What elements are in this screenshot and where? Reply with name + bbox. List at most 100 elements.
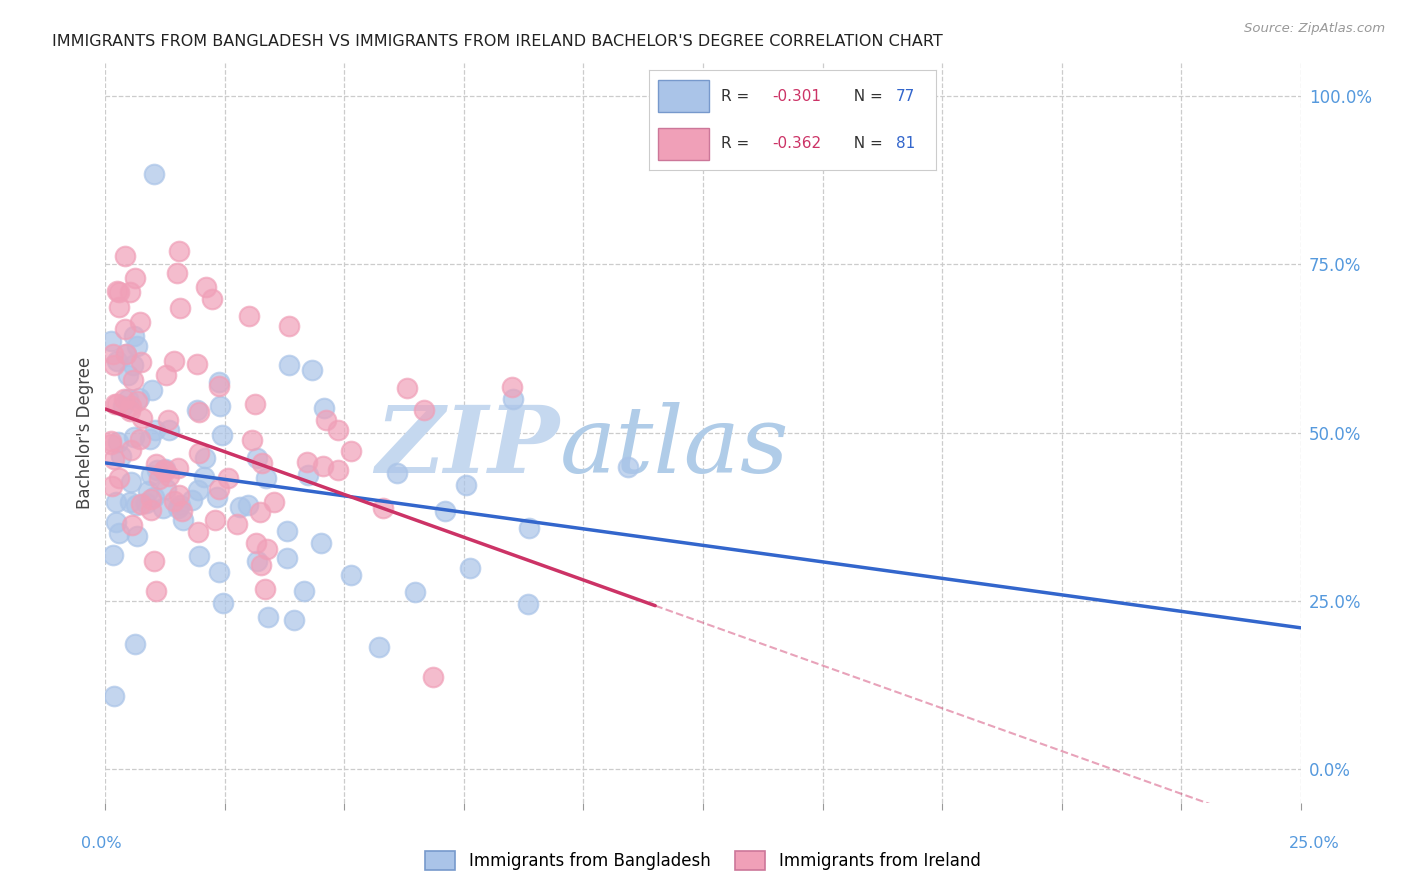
- Point: [301, 362, 323, 376]
- Y-axis label: Bachelor's Degree: Bachelor's Degree: [76, 357, 94, 508]
- Point: [195, 280, 218, 294]
- Point: [110, 449, 132, 463]
- Point: [276, 524, 298, 538]
- Point: [201, 292, 224, 306]
- Point: [256, 542, 278, 557]
- Point: [125, 498, 148, 512]
- Point: [141, 383, 163, 397]
- Point: [188, 549, 211, 564]
- Point: [153, 463, 176, 477]
- Point: [131, 411, 153, 425]
- Point: [129, 314, 152, 328]
- Point: [121, 517, 143, 532]
- Point: [254, 582, 277, 596]
- Point: [153, 464, 176, 478]
- Point: [145, 584, 167, 599]
- Point: [100, 479, 122, 493]
- Point: [136, 484, 159, 499]
- Point: [108, 525, 131, 540]
- Point: [138, 432, 160, 446]
- Point: [100, 334, 122, 348]
- Point: [166, 500, 188, 515]
- Point: [292, 583, 315, 598]
- Point: [124, 270, 146, 285]
- Point: [167, 488, 190, 502]
- Point: [153, 462, 176, 476]
- Text: 25.0%: 25.0%: [1289, 836, 1340, 851]
- Point: [188, 445, 211, 459]
- Point: [129, 355, 152, 369]
- Point: [167, 461, 190, 475]
- Point: [315, 413, 337, 427]
- Point: [111, 400, 134, 414]
- Point: [326, 423, 349, 437]
- Point: [128, 391, 150, 405]
- Point: [121, 359, 143, 373]
- Point: [187, 525, 209, 540]
- Point: [181, 493, 204, 508]
- Point: [103, 451, 125, 466]
- Point: [385, 466, 408, 480]
- Point: [157, 469, 180, 483]
- Point: [152, 500, 174, 515]
- Point: [238, 310, 260, 324]
- Point: [193, 470, 215, 484]
- Point: [277, 359, 299, 373]
- Point: [115, 347, 138, 361]
- Point: [103, 397, 125, 411]
- Point: [142, 554, 165, 568]
- Point: [145, 457, 167, 471]
- Point: [371, 501, 394, 516]
- Point: [250, 456, 273, 470]
- Point: [120, 400, 142, 414]
- Point: [105, 354, 128, 368]
- Point: [108, 285, 131, 300]
- Legend: Immigrants from Bangladesh, Immigrants from Ireland: Immigrants from Bangladesh, Immigrants f…: [419, 844, 987, 877]
- Point: [118, 403, 141, 417]
- Point: [125, 529, 148, 543]
- Point: [120, 475, 142, 489]
- Point: [276, 551, 298, 566]
- Point: [107, 300, 129, 314]
- Point: [141, 467, 163, 482]
- Point: [194, 450, 217, 465]
- Point: [100, 434, 122, 449]
- Point: [517, 521, 540, 535]
- Point: [225, 516, 247, 531]
- Point: [139, 492, 162, 507]
- Point: [155, 368, 177, 382]
- Point: [297, 468, 319, 483]
- Point: [187, 405, 209, 419]
- Point: [100, 437, 122, 451]
- Point: [142, 168, 165, 182]
- Point: [249, 505, 271, 519]
- Point: [209, 399, 232, 413]
- Point: [108, 471, 131, 485]
- Point: [326, 463, 349, 477]
- Point: [229, 500, 252, 514]
- Point: [396, 381, 419, 395]
- Point: [339, 568, 361, 582]
- Point: [413, 403, 436, 417]
- Point: [105, 284, 128, 298]
- Point: [120, 495, 142, 509]
- Point: [434, 504, 457, 518]
- Point: [169, 244, 191, 258]
- Text: ZIP: ZIP: [375, 402, 560, 492]
- Point: [157, 423, 180, 437]
- Point: [208, 376, 231, 390]
- Text: IMMIGRANTS FROM BANGLADESH VS IMMIGRANTS FROM IRELAND BACHELOR'S DEGREE CORRELAT: IMMIGRANTS FROM BANGLADESH VS IMMIGRANTS…: [52, 34, 942, 49]
- Text: atlas: atlas: [560, 402, 789, 492]
- Point: [245, 535, 267, 549]
- Point: [104, 494, 127, 508]
- Point: [172, 513, 194, 527]
- Point: [105, 397, 128, 411]
- Point: [240, 433, 263, 447]
- Point: [163, 493, 186, 508]
- Point: [101, 548, 124, 562]
- Point: [312, 401, 335, 415]
- Point: [139, 503, 162, 517]
- Point: [156, 413, 179, 427]
- Point: [117, 392, 139, 406]
- Point: [246, 554, 269, 568]
